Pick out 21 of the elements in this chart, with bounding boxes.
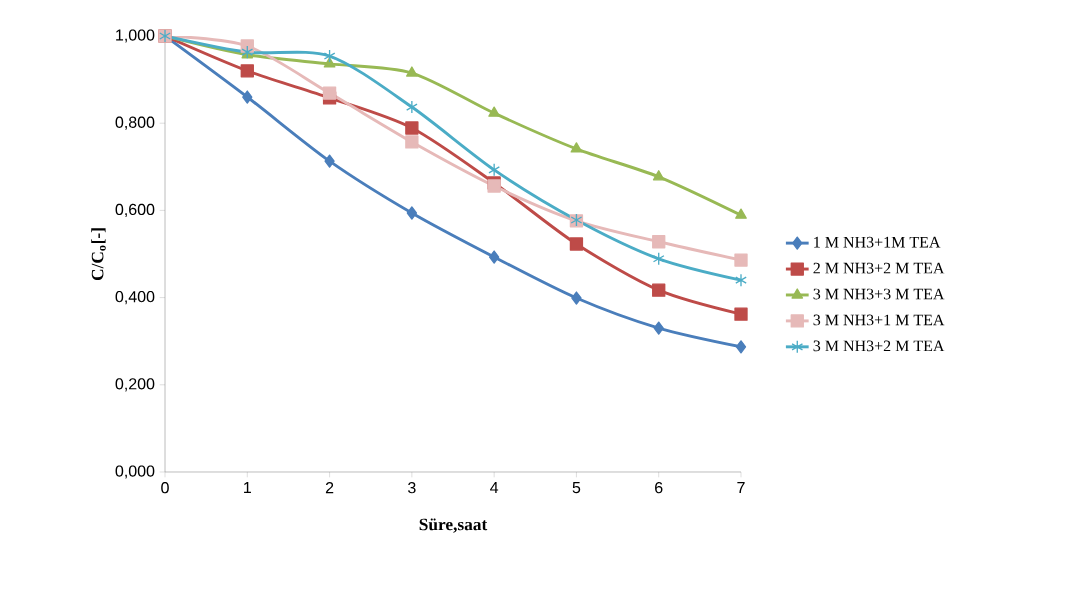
x-axis-title: Süre,saat bbox=[419, 518, 488, 533]
legend-label: 3 M NH3+2 M TEA bbox=[813, 340, 945, 352]
y-axis-title: C/C$_{o}$[-] bbox=[91, 228, 106, 281]
y-tick-label: 0,800 bbox=[115, 116, 155, 130]
legend-label: 1 M NH3+1M TEA bbox=[814, 236, 941, 248]
x-tick-label: 5 bbox=[572, 482, 581, 494]
x-tick-label: 7 bbox=[737, 482, 745, 494]
x-tick-label: 4 bbox=[490, 482, 499, 494]
y-tick-label: 0,000 bbox=[115, 465, 155, 479]
legend-label: 2 M NH3+2 M TEA bbox=[813, 262, 945, 274]
x-tick-label: 6 bbox=[655, 482, 663, 494]
y-tick-label: 0,200 bbox=[115, 378, 155, 392]
y-tick-label: 1,000 bbox=[116, 29, 155, 43]
y-tick-label: 0,400 bbox=[115, 290, 155, 305]
legend-label: 3 M NH3+3 M TEA bbox=[813, 288, 945, 300]
x-tick-label: 2 bbox=[325, 482, 334, 494]
legend-label: 3 M NH3+1 M TEA bbox=[813, 314, 945, 326]
x-tick-label: 1 bbox=[244, 482, 251, 494]
x-tick-label: 3 bbox=[408, 482, 416, 494]
x-tick-label: 0 bbox=[161, 482, 169, 494]
y-tick-label: 0,600 bbox=[115, 203, 155, 217]
